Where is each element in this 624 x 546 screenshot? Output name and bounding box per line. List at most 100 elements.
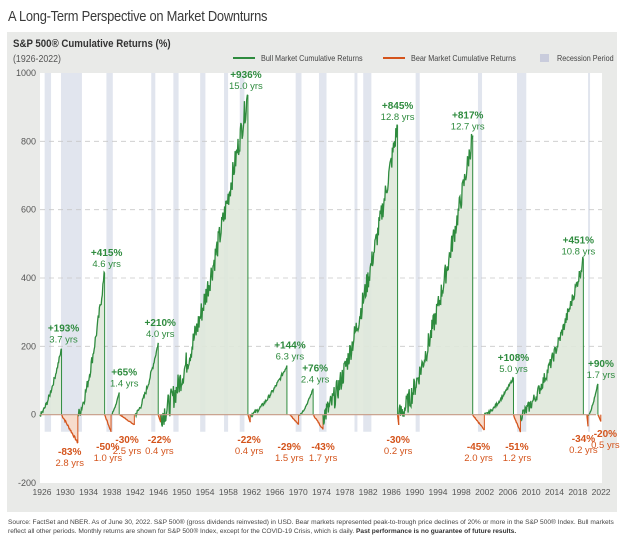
y-tick-label: -200 (18, 478, 36, 488)
legend-bear-label: Bear Market Cumulative Returns (411, 53, 516, 63)
bear-line (289, 414, 300, 426)
bull-return-label: +65% (111, 367, 137, 378)
bull-area (299, 388, 314, 416)
bear-area (597, 414, 601, 422)
recession-swatch-icon (540, 54, 549, 62)
y-tick-label: 800 (21, 136, 36, 146)
legend-recession: Recession Period (540, 53, 624, 63)
recession-band (354, 73, 358, 432)
x-tick-label: 1938 (102, 487, 121, 497)
x-tick-label: 1978 (335, 487, 354, 497)
bull-duration-label: 15.0 yrs (229, 81, 263, 92)
x-tick-label: 1942 (126, 487, 145, 497)
x-tick-label: 1946 (149, 487, 168, 497)
chart-title: S&P 500® Cumulative Returns (%) (13, 38, 171, 50)
bear-return-label: -51% (505, 442, 528, 453)
bull-duration-label: 2.4 yrs (301, 375, 330, 386)
x-tick-label: 1994 (429, 487, 448, 497)
bull-line (250, 365, 288, 418)
recession-band (516, 73, 527, 432)
bear-return-label: -20% (594, 429, 617, 440)
bull-return-label: +451% (563, 236, 595, 247)
bull-duration-label: 5.0 yrs (499, 364, 528, 375)
recession-band (151, 73, 156, 432)
bear-duration-label: 0.5 yrs (591, 440, 620, 451)
footer-source: Source: FactSet and NBER. As of June 30,… (8, 519, 614, 535)
x-tick-label: 1966 (265, 487, 284, 497)
bear-return-label: -43% (311, 442, 334, 453)
footer-note: Source: FactSet and NBER. As of June 30,… (8, 519, 618, 536)
x-tick-label: 1954 (196, 487, 215, 497)
bear-line (512, 414, 522, 433)
x-tick-label: 1930 (56, 487, 75, 497)
x-tick-label: 1934 (79, 487, 98, 497)
x-tick-label: 2022 (592, 487, 611, 497)
y-tick-label: 600 (21, 205, 36, 215)
bull-line (398, 133, 474, 417)
y-tick-label: 1000 (16, 68, 36, 78)
bear-return-label: -83% (58, 447, 81, 458)
x-tick-label: 1986 (382, 487, 401, 497)
bull-duration-label: 4.6 yrs (92, 259, 121, 270)
bear-return-label: -30% (386, 435, 409, 446)
bull-line (322, 124, 399, 425)
recession-band (295, 73, 302, 432)
x-tick-label: 2010 (522, 487, 541, 497)
bear-line (312, 414, 324, 430)
bear-return-label: -22% (237, 435, 260, 446)
bull-duration-label: 10.8 yrs (561, 247, 595, 258)
recession-band (44, 73, 52, 432)
bull-duration-label: 4.0 yrs (146, 329, 175, 340)
bull-area (40, 348, 62, 417)
recession-band (415, 73, 420, 432)
bear-duration-label: 0.4 yrs (145, 446, 174, 457)
x-tick-label: 1974 (312, 487, 331, 497)
bear-line-swatch-icon (383, 57, 405, 59)
bull-area (111, 392, 120, 415)
bear-area (247, 414, 251, 423)
recession-band (60, 73, 82, 432)
bear-duration-label: 0.2 yrs (569, 445, 598, 456)
bull-area (484, 377, 514, 415)
x-tick-label: 1998 (452, 487, 471, 497)
bear-duration-label: 2.5 yrs (113, 446, 142, 457)
bull-return-label: +90% (588, 359, 614, 370)
legend-bear: Bear Market Cumulative Returns (383, 53, 534, 63)
footer-disclaimer: Past performance is no guarantee of futu… (356, 527, 517, 535)
bear-return-label: -29% (278, 442, 301, 453)
bull-line (77, 270, 106, 417)
bear-return-label: -34% (572, 434, 595, 445)
bull-return-label: +144% (274, 340, 306, 351)
bear-duration-label: 1.7 yrs (309, 453, 338, 464)
bull-line (298, 388, 314, 416)
bull-line (160, 94, 249, 427)
bull-return-label: +415% (91, 248, 123, 259)
bear-line (119, 414, 135, 426)
bear-duration-label: 0.2 yrs (384, 446, 413, 457)
bull-line (587, 383, 599, 416)
x-tick-label: 1926 (33, 487, 52, 497)
chart-subtitle: (1926-2022) (13, 54, 61, 65)
x-tick-label: 2014 (545, 487, 564, 497)
x-tick-label: 1962 (242, 487, 261, 497)
bull-line-swatch-icon (233, 57, 255, 59)
bear-duration-label: 0.4 yrs (235, 446, 264, 457)
y-tick-label: 0 (31, 410, 36, 420)
y-tick-label: 400 (21, 273, 36, 283)
bear-line (104, 414, 112, 432)
bull-duration-label: 3.7 yrs (49, 335, 78, 346)
recession-band (477, 73, 483, 432)
legend-bull: Bull Market Cumulative Returns (233, 53, 381, 63)
bull-duration-label: 6.3 yrs (276, 351, 305, 362)
bull-area (250, 365, 287, 416)
bull-area (77, 272, 105, 416)
bear-duration-label: 1.2 yrs (503, 453, 532, 464)
bull-area (520, 256, 584, 421)
bear-duration-label: 2.8 yrs (55, 458, 84, 469)
x-tick-label: 2006 (498, 487, 517, 497)
y-tick-label: 200 (21, 341, 36, 351)
bull-return-label: +936% (230, 70, 262, 81)
bull-return-label: +817% (452, 111, 484, 122)
bull-line (39, 348, 63, 417)
legend-bull-label: Bull Market Cumulative Returns (261, 53, 363, 63)
